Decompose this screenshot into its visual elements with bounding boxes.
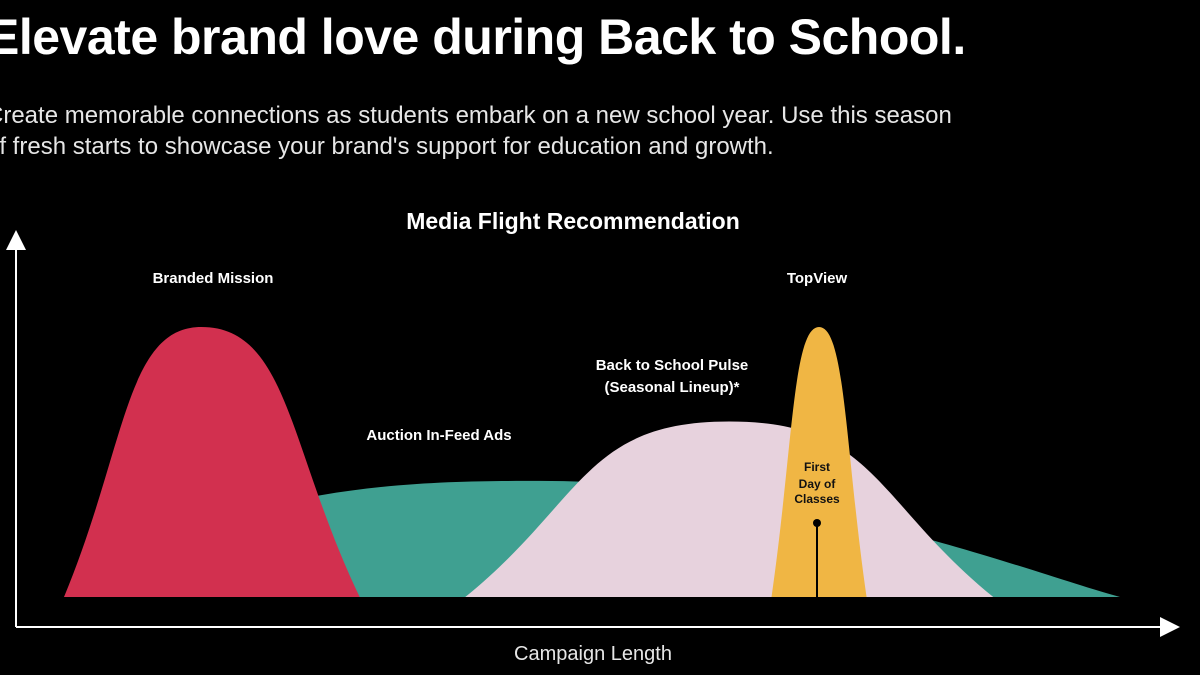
series-label-seasonal-lineup: (Seasonal Lineup)* (604, 379, 739, 396)
subtext-line-1: Create memorable connections as students… (0, 102, 952, 129)
series-label-topview: TopView (787, 270, 848, 287)
subtext-line-2: of fresh starts to showcase your brand's… (0, 133, 774, 160)
subtext: Create memorable connections as students… (0, 100, 1166, 162)
first-day-line-1: First (804, 460, 830, 474)
series-label-branded-mission: Branded Mission (153, 270, 274, 287)
first-day-annotation: First Day of Classes (794, 460, 840, 597)
chart-areas (64, 327, 1120, 597)
area-branded (64, 327, 360, 597)
headline: Elevate brand love during Back to School… (0, 9, 966, 65)
area-topview (771, 327, 867, 597)
x-axis-label: Campaign Length (514, 643, 672, 665)
first-day-line-2: Day of (799, 477, 837, 491)
first-day-line-3: Classes (794, 492, 840, 506)
first-day-marker-dot (813, 519, 821, 527)
series-label-auction-in-feed-ads: Auction In-Feed Ads (366, 427, 511, 444)
area-pulse (465, 421, 994, 597)
chart-title: Media Flight Recommendation (406, 208, 740, 234)
series-label-back-to-school-pulse: Back to School Pulse (596, 357, 749, 374)
